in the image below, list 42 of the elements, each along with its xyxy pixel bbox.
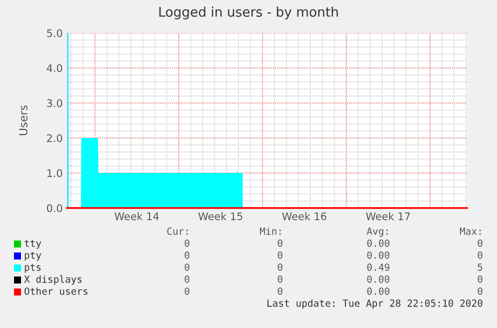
y-tick-label: 0.0 (46, 204, 62, 212)
text: 0 (184, 287, 190, 295)
text: Max: (460, 228, 481, 235)
legend-label: Other users (24, 287, 88, 295)
text: 0 (478, 251, 482, 259)
y-tick-label: 5.0 (47, 29, 62, 38)
text: Cur: (167, 227, 188, 235)
x-tick-label: Week 14 (114, 212, 159, 220)
text: 0 (278, 287, 282, 295)
text: 0.00 (367, 239, 390, 247)
text: 0.00 (367, 287, 390, 295)
text: 0 (478, 239, 482, 247)
text: 0 (278, 251, 282, 259)
text: 0 (184, 251, 190, 259)
text: 0 (478, 287, 482, 295)
text: Min: (260, 227, 281, 235)
text: Avg: (366, 228, 388, 237)
text: 0 (278, 239, 282, 247)
y-tick-label: 1.0 (47, 169, 62, 178)
chart-title: Logged in users - by month (159, 6, 338, 20)
x-tick-label: Week 15 (198, 212, 242, 220)
legend-label: X displays (24, 275, 82, 285)
text: 0 (184, 275, 190, 283)
legend-label: tty (24, 240, 42, 249)
text: 0 (278, 275, 282, 283)
text: 0 (184, 239, 190, 247)
text: 0.00 (367, 251, 390, 259)
y-tick-label: 3.0 (47, 99, 62, 108)
legend-label: pty (24, 252, 42, 261)
text: 5 (478, 264, 482, 271)
x-tick-label: Week 16 (282, 212, 326, 220)
y-tick-label: 4.0 (46, 64, 62, 72)
text: 0.00 (367, 275, 390, 283)
text: 0.49 (367, 263, 390, 271)
text: 0 (478, 275, 482, 283)
legend-label: pts (24, 264, 41, 273)
y-tick-label: 2.0 (47, 134, 62, 142)
text: Last update: Tue Apr 28 22:05:10 2020 (267, 299, 482, 309)
text: 0 (278, 263, 282, 271)
text: 0 (184, 263, 190, 271)
x-tick-label: Week 17 (366, 212, 410, 220)
y-axis-title: Users (19, 105, 28, 136)
